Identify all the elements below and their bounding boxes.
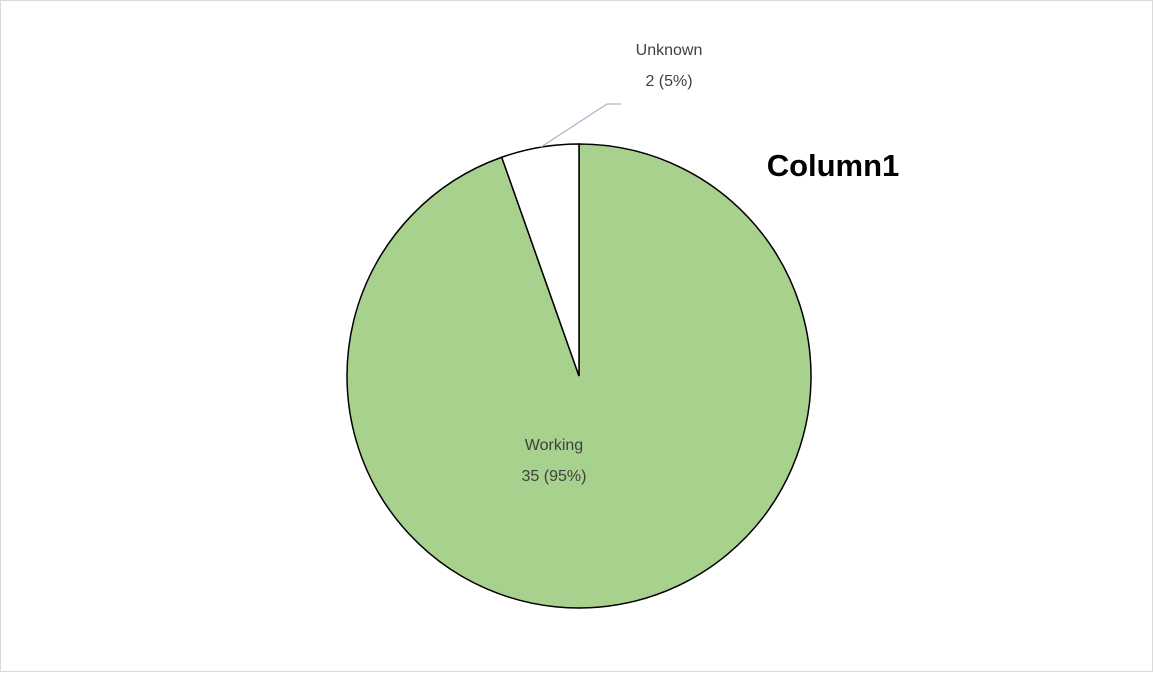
unknown-value-label: 2 (5%) bbox=[645, 73, 692, 90]
chart-title: Column1 bbox=[767, 148, 900, 183]
pie-slices bbox=[346, 143, 812, 609]
unknown-slice bbox=[500, 143, 580, 377]
working-label: Working bbox=[525, 437, 583, 454]
working-value-label: 35 (95%) bbox=[522, 468, 587, 485]
unknown-label: Unknown bbox=[636, 42, 703, 59]
unknown-leader-line bbox=[540, 103, 608, 148]
